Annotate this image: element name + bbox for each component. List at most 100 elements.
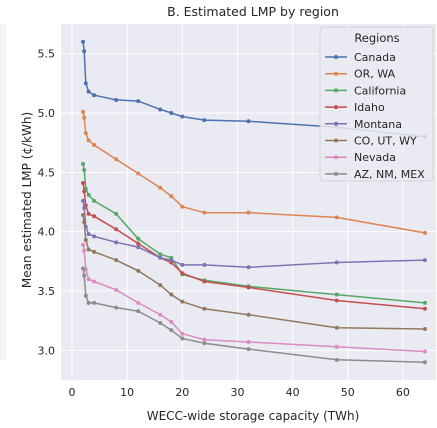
legend-box — [319, 26, 434, 182]
data-point — [202, 306, 207, 311]
data-point — [202, 279, 207, 284]
data-point — [202, 262, 207, 267]
data-point — [114, 97, 119, 102]
data-point — [246, 340, 251, 345]
data-point — [86, 211, 91, 216]
legend-title: Regions — [354, 31, 399, 45]
data-point — [114, 258, 119, 263]
data-point — [136, 309, 141, 314]
legend-label: Canada — [354, 51, 396, 64]
data-point — [92, 300, 97, 305]
data-point — [81, 162, 86, 167]
legend: Regions Canada OR, WA California Idaho Monta… — [319, 26, 434, 182]
data-point — [202, 337, 207, 342]
legend-marker — [334, 88, 338, 93]
y-tick-label: 4.0 — [38, 226, 56, 239]
data-point — [92, 234, 97, 239]
legend-label: AZ, NM, MEX — [354, 168, 425, 181]
data-point — [422, 300, 427, 305]
legend-item-or-wa: OR, WA — [325, 68, 396, 81]
data-point — [334, 215, 339, 220]
data-point — [82, 49, 87, 54]
series-nevada — [81, 242, 427, 354]
y-tick-label: 3.5 — [38, 285, 56, 298]
data-point — [86, 247, 91, 252]
data-point — [180, 336, 185, 341]
data-point — [114, 157, 119, 162]
data-point — [422, 306, 427, 311]
data-point — [334, 260, 339, 265]
data-point — [246, 265, 251, 270]
data-point — [422, 349, 427, 354]
data-point — [180, 204, 185, 209]
data-point — [169, 319, 174, 324]
data-point — [169, 194, 174, 199]
data-point — [86, 192, 91, 197]
x-axis-label: WECC-wide storage capacity (TWh) — [147, 409, 360, 423]
data-point — [246, 347, 251, 352]
chart-title: B. Estimated LMP by region — [167, 4, 339, 19]
data-point — [114, 305, 119, 310]
series-or-wa — [81, 109, 427, 235]
x-tick-label: 10 — [120, 386, 134, 399]
data-point — [136, 245, 141, 250]
data-point — [136, 241, 141, 246]
data-point — [82, 189, 87, 194]
y-tick-label: 5.0 — [38, 107, 56, 120]
tick-labels: 0 10 20 30 40 50 60 3.0 3.5 4.0 4.5 5.0 5.5 — [38, 48, 410, 399]
data-point — [86, 232, 91, 237]
left-panel-edge — [0, 24, 6, 360]
data-point — [81, 39, 86, 44]
series-lines — [81, 39, 427, 365]
y-axis-label: Mean estimated LMP (¢/kWh) — [20, 112, 34, 288]
x-tick-label: 30 — [230, 386, 244, 399]
data-point — [169, 328, 174, 333]
legend-marker — [334, 55, 338, 59]
series-co-ut-wy — [81, 213, 427, 331]
data-point — [169, 111, 174, 115]
grid-lines — [61, 24, 436, 380]
data-point — [81, 242, 86, 247]
data-point — [81, 109, 86, 114]
data-point — [202, 341, 207, 346]
data-point — [422, 258, 427, 263]
series-az-nm-mex — [81, 266, 427, 365]
data-point — [422, 326, 427, 331]
data-point — [82, 115, 87, 120]
legend-label: Idaho — [354, 101, 385, 114]
data-point — [136, 236, 141, 241]
legend-marker — [334, 105, 338, 110]
legend-item-az-nm-mex: AZ, NM, MEX — [325, 168, 425, 181]
legend-item-montana: Montana — [325, 118, 402, 131]
data-point — [83, 237, 88, 242]
data-point — [180, 271, 185, 276]
data-point — [334, 357, 339, 362]
legend-marker — [334, 171, 338, 176]
data-point — [86, 300, 91, 305]
data-point — [114, 211, 119, 216]
data-point — [81, 181, 86, 186]
data-point — [158, 283, 163, 288]
data-point — [136, 268, 141, 273]
data-point — [334, 344, 339, 349]
data-point — [158, 252, 163, 257]
data-point — [86, 138, 91, 143]
data-point — [81, 198, 86, 203]
data-point — [334, 292, 339, 297]
data-point — [202, 210, 207, 215]
data-point — [202, 118, 207, 123]
data-point — [334, 298, 339, 303]
x-tick-label: 50 — [341, 386, 355, 399]
data-point — [83, 81, 88, 86]
legend-item-nevada: Nevada — [325, 151, 396, 164]
data-point — [158, 255, 163, 260]
data-point — [422, 230, 427, 235]
data-point — [81, 213, 86, 218]
data-point — [92, 214, 97, 219]
data-point — [83, 131, 88, 136]
data-point — [114, 287, 119, 292]
data-point — [158, 321, 163, 326]
data-point — [114, 240, 119, 245]
data-point — [136, 300, 141, 305]
